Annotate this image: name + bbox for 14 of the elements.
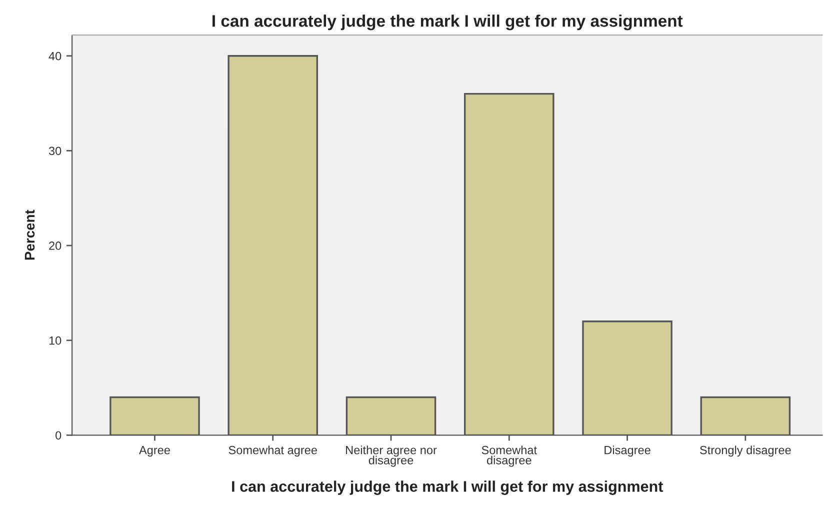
y-tick-label: 0 — [56, 431, 62, 440]
y-tick-label: 30 — [48, 146, 62, 156]
x-tick-label: Somewhat disagree — [482, 446, 537, 467]
y-tick-label: 20 — [49, 242, 62, 250]
x-tick-label: Agree — [139, 446, 170, 457]
chart-title: I can accurately judge the mark I will get for my assignment — [212, 14, 683, 30]
x-tick-label: Disagree — [604, 446, 650, 457]
x-tick-label: Strongly disagree — [700, 446, 791, 457]
y-tick-label: 40 — [48, 52, 62, 60]
x-tick-label: Neither agree nor disagree — [346, 446, 437, 467]
x-tick-label: Somewhat agree — [228, 446, 317, 457]
y-axis-title: Percent — [24, 210, 35, 260]
y-tick-label: 10 — [49, 336, 62, 345]
x-axis-title: I can accurately judge the mark I will get for my assignment — [232, 480, 664, 495]
